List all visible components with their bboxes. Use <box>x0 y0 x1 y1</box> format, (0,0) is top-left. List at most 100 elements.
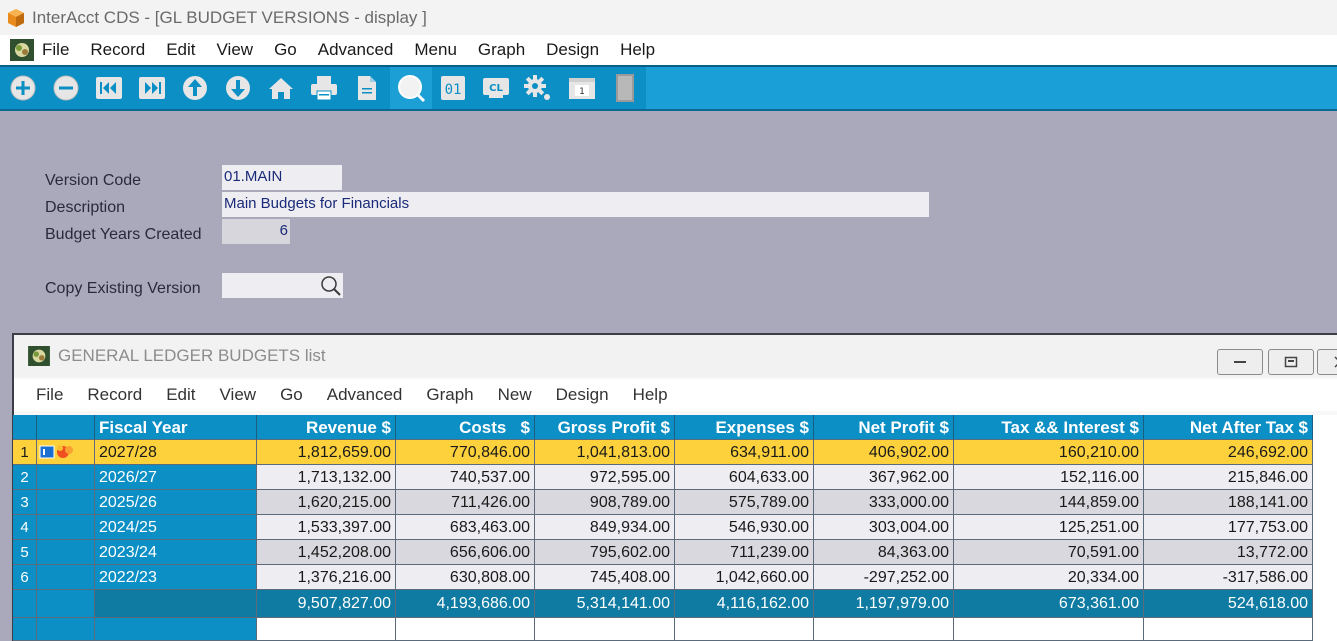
settings-icon[interactable] <box>523 73 553 103</box>
header-costs[interactable]: Costs $ <box>396 415 535 440</box>
blank-cell[interactable] <box>396 618 535 641</box>
blank-cell[interactable] <box>954 618 1144 641</box>
calendar-icon[interactable]: 1 <box>567 73 597 103</box>
total-net-after-tax: 524,618.00 <box>1144 590 1313 618</box>
description-field[interactable]: Main Budgets for Financials <box>222 192 929 217</box>
row-number: 5 <box>13 540 37 565</box>
header-gross-profit[interactable]: Gross Profit $ <box>535 415 675 440</box>
previous-record-icon[interactable] <box>180 73 210 103</box>
restore-button[interactable] <box>1268 349 1314 375</box>
app-logo-icon[interactable] <box>10 39 34 61</box>
header-revenue[interactable]: Revenue $ <box>257 415 396 440</box>
document-icon[interactable] <box>352 73 382 103</box>
table-row[interactable]: 6 2022/23 1,376,216.00 630,808.00 745,40… <box>13 565 1313 590</box>
sub-menu-help[interactable]: Help <box>632 385 668 404</box>
cell-costs: 711,426.00 <box>396 490 535 515</box>
menu-design[interactable]: Design <box>546 40 600 59</box>
sub-menu-record[interactable]: Record <box>87 385 143 404</box>
table-row[interactable]: 3 2025/26 1,620,215.00 711,426.00 908,78… <box>13 490 1313 515</box>
header-expenses[interactable]: Expenses $ <box>675 415 814 440</box>
blank-row-number <box>13 618 37 641</box>
door-icon[interactable] <box>610 73 640 103</box>
cell-gross-profit: 972,595.00 <box>535 465 675 490</box>
close-button[interactable] <box>1317 349 1337 375</box>
blank-cell[interactable] <box>1144 618 1313 641</box>
header-fiscal-year[interactable]: Fiscal Year <box>95 415 257 440</box>
header-row-number <box>13 415 37 440</box>
cell-expenses: 604,633.00 <box>675 465 814 490</box>
cell-net-profit: 406,902.00 <box>814 440 954 465</box>
main-menubar: File Record Edit View Go Advanced Menu G… <box>0 35 1337 65</box>
subwindow-menubar: File Record Edit View Go Advanced Graph … <box>14 379 1337 411</box>
last-record-icon[interactable] <box>137 73 167 103</box>
version-code-field[interactable]: 01.MAIN <box>222 165 342 190</box>
menu-help[interactable]: Help <box>620 40 656 59</box>
row-number: 3 <box>13 490 37 515</box>
sub-menu-graph[interactable]: Graph <box>426 385 474 404</box>
cell-tax-interest: 144,859.00 <box>954 490 1144 515</box>
calendar-day: 1 <box>579 87 585 97</box>
menu-edit[interactable]: Edit <box>166 40 196 59</box>
menu-file[interactable]: File <box>42 40 70 59</box>
sub-menu-design[interactable]: Design <box>555 385 609 404</box>
minimize-button[interactable] <box>1217 349 1263 375</box>
copy-version-label: Copy Existing Version <box>45 280 201 297</box>
sub-menu-edit[interactable]: Edit <box>166 385 196 404</box>
header-net-profit[interactable]: Net Profit $ <box>814 415 954 440</box>
edit-record-icon[interactable] <box>39 441 79 463</box>
subwindow-logo-icon <box>28 346 50 366</box>
cell-net-after-tax: -317,586.00 <box>1144 565 1313 590</box>
menu-view[interactable]: View <box>216 40 254 59</box>
cell-revenue: 1,812,659.00 <box>257 440 396 465</box>
counter-icon[interactable]: 01 <box>438 73 468 103</box>
sub-menu-file[interactable]: File <box>36 385 64 404</box>
blank-cell[interactable] <box>814 618 954 641</box>
blank-cell[interactable] <box>535 618 675 641</box>
home-icon[interactable] <box>266 73 296 103</box>
lookup-search-icon[interactable] <box>320 275 342 297</box>
first-record-icon[interactable] <box>94 73 124 103</box>
cell-tax-interest: 152,116.00 <box>954 465 1144 490</box>
remove-icon[interactable] <box>51 73 81 103</box>
cell-expenses: 546,930.00 <box>675 515 814 540</box>
table-row[interactable]: 2 2026/27 1,713,132.00 740,537.00 972,59… <box>13 465 1313 490</box>
cell-revenue: 1,376,216.00 <box>257 565 396 590</box>
next-record-icon[interactable] <box>223 73 253 103</box>
cell-net-after-tax: 177,753.00 <box>1144 515 1313 540</box>
sub-menu-new[interactable]: New <box>497 385 532 404</box>
blank-cell[interactable] <box>257 618 396 641</box>
print-icon[interactable] <box>309 73 339 103</box>
menu-menu[interactable]: Menu <box>414 40 457 59</box>
menu-go[interactable]: Go <box>274 40 297 59</box>
cell-net-profit: 367,962.00 <box>814 465 954 490</box>
menu-advanced[interactable]: Advanced <box>317 40 394 59</box>
blank-fiscal-year[interactable] <box>95 618 257 641</box>
window-title: InterAcct CDS - [GL BUDGET VERSIONS - di… <box>32 7 427 27</box>
table-row[interactable]: 4 2024/25 1,533,397.00 683,463.00 849,93… <box>13 515 1313 540</box>
table-row[interactable]: 1 2027/28 1,812,659.00 770,846.00 1,041,… <box>13 440 1313 465</box>
cell-costs: 656,606.00 <box>396 540 535 565</box>
clear-icon[interactable]: CL <box>481 73 511 103</box>
cell-fiscal-year: 2024/25 <box>95 515 257 540</box>
table-row[interactable]: 5 2023/24 1,452,208.00 656,606.00 795,60… <box>13 540 1313 565</box>
menu-record[interactable]: Record <box>90 40 146 59</box>
row-number: 2 <box>13 465 37 490</box>
row-number: 1 <box>13 440 37 465</box>
copy-version-field[interactable] <box>222 273 343 298</box>
row-marker <box>37 440 95 465</box>
header-tax-interest[interactable]: Tax && Interest $ <box>954 415 1144 440</box>
sub-menu-view[interactable]: View <box>219 385 257 404</box>
cell-net-after-tax: 13,772.00 <box>1144 540 1313 565</box>
header-net-after-tax[interactable]: Net After Tax $ <box>1144 415 1313 440</box>
row-number: 6 <box>13 565 37 590</box>
version-code-label: Version Code <box>45 172 142 189</box>
cell-tax-interest: 70,591.00 <box>954 540 1144 565</box>
menu-graph[interactable]: Graph <box>477 40 526 59</box>
sub-menu-advanced[interactable]: Advanced <box>326 385 403 404</box>
add-icon[interactable] <box>8 73 38 103</box>
blank-cell[interactable] <box>675 618 814 641</box>
search-icon[interactable] <box>396 73 426 103</box>
toolbar-empty-area <box>646 67 1337 109</box>
sub-menu-go[interactable]: Go <box>280 385 303 404</box>
new-record-row[interactable] <box>13 618 1313 641</box>
